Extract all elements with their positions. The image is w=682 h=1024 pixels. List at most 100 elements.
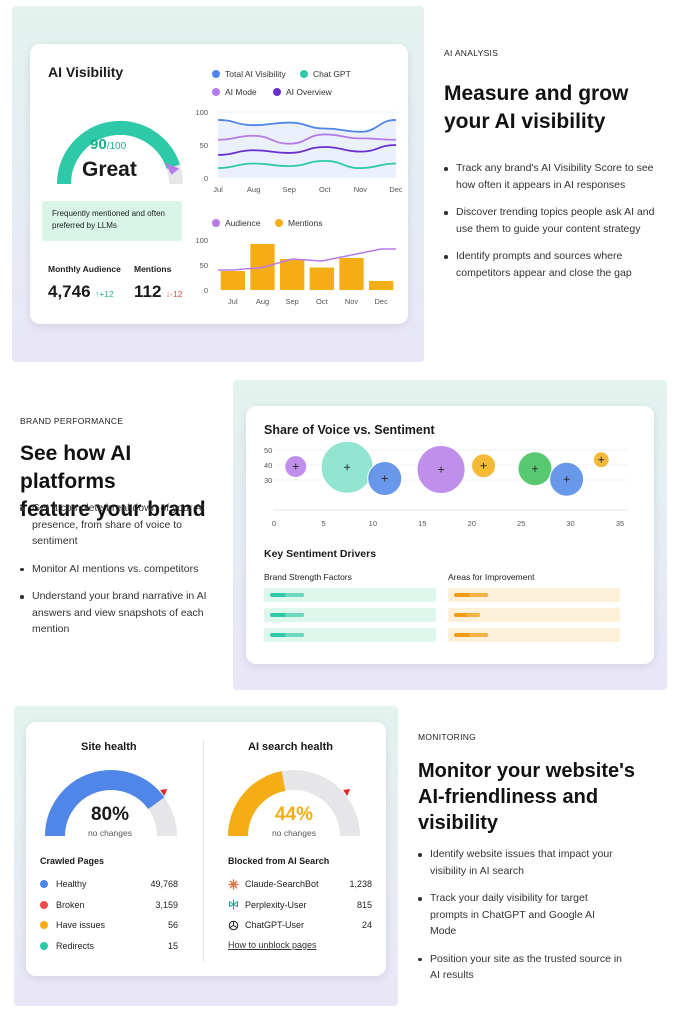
bubble-center-mark [344, 464, 351, 471]
card-title: AI Visibility [48, 64, 124, 80]
feature-item: Track any brand's AI Visibility Score to… [444, 160, 664, 193]
legend-audience: Audience [212, 218, 260, 228]
bar [369, 281, 394, 290]
monthly-audience-label: Monthly Audience [48, 264, 121, 274]
x-tick-label: Sep [285, 297, 298, 306]
mentions-label: Mentions [134, 264, 172, 274]
driver-row [264, 628, 436, 642]
section-kicker: MONITORING [418, 732, 477, 742]
driver-row [264, 608, 436, 622]
x-tick-label: Jul [213, 185, 223, 194]
visibility-gauge [56, 120, 183, 185]
blocked-value: 815 [356, 899, 372, 910]
driver-row [264, 588, 436, 602]
site-health-sub: no changes [88, 828, 132, 838]
x-tick-label: Oct [316, 297, 329, 306]
crawled-row-redirects: Redirects 15 [40, 940, 178, 952]
y-tick-label: 50 [264, 446, 272, 455]
headline-line: your AI visibility [444, 110, 606, 133]
y-tick-label: 100 [195, 236, 208, 245]
x-tick-label: Nov [345, 297, 359, 306]
crawled-value: 56 [167, 920, 178, 930]
status-dot [40, 900, 48, 909]
gauge-fill [45, 770, 165, 837]
legend-dot [212, 219, 220, 227]
site-health-title: Site health [81, 741, 137, 753]
blocked-label: ChatGPT-User [245, 920, 305, 930]
blocked-value: 24 [361, 920, 372, 930]
crawled-label: Redirects [56, 940, 95, 951]
driver-row [448, 628, 620, 642]
site-health-gauge [45, 770, 177, 837]
audience-mentions-bar-chart: 100 50 0 Jul Aug Sep Oct Nov Dec [195, 236, 396, 306]
driver-bar-secondary [469, 593, 489, 597]
unblock-pages-link[interactable]: How to unblock pages [228, 940, 317, 950]
mentions-delta: ↓-12 [165, 289, 183, 299]
x-tick-label: 25 [517, 519, 525, 528]
gauge-fill [56, 120, 180, 185]
blocked-row-chatgpt-user: ChatGPT-User 24 [228, 919, 372, 931]
series-line [217, 119, 397, 133]
site-health-percent: 80% [90, 804, 130, 825]
section-headline: Monitor your website's AI-friendliness a… [418, 758, 668, 836]
feature-list: Identify website issues that impact your… [418, 846, 623, 995]
driver-bar-secondary [465, 613, 480, 617]
legend-ai-overview: AI Overview [273, 87, 332, 97]
crawled-label: Healthy [56, 879, 87, 889]
crawled-row-healthy: Healthy 49,768 [40, 878, 178, 890]
x-tick-label: 15 [418, 519, 426, 528]
x-tick-label: Dec [389, 185, 402, 194]
driver-bar-secondary [469, 633, 489, 637]
feature-list: Track any brand's AI Visibility Score to… [444, 160, 664, 292]
x-tick-label: 5 [321, 519, 325, 528]
improve-label: Areas for Improvement [448, 572, 535, 582]
share-of-voice-card: Share of Voice vs. Sentiment 50 40 30 0 5 10 1… [246, 406, 654, 664]
x-tick-label: Jul [228, 297, 238, 306]
crawled-row-have-issues: Have issues 56 [40, 919, 178, 931]
x-tick-label: Aug [256, 297, 269, 306]
score-readout: 90/100 [90, 136, 126, 153]
blocked-row-claude-searchbot: Claude-SearchBot 1,238 [228, 878, 372, 890]
perplexity-icon [228, 899, 239, 910]
feature-item: Identify website issues that impact your… [418, 846, 623, 879]
feature-item: Get a complete breakdown of your AI pres… [20, 500, 215, 550]
bar [280, 259, 305, 290]
bubble-center-mark [480, 462, 487, 469]
headline-line: AI-friendliness and [418, 786, 599, 808]
headline-line: Monitor your website's [418, 760, 636, 782]
legend-label: Chat GPT [313, 69, 351, 79]
headline-line: Measure and grow [444, 82, 629, 105]
series-line [217, 133, 397, 145]
legend-dot [212, 70, 220, 78]
mentions-value: 112 [134, 282, 162, 301]
bubble-center-mark [292, 463, 299, 470]
bubble-center-mark [598, 456, 605, 463]
feature-item: Track your daily visibility for target p… [418, 890, 623, 940]
x-tick-label: Sep [283, 185, 296, 194]
x-tick-label: 35 [616, 519, 624, 528]
health-card: Site health AI search health 80% no chan… [26, 722, 386, 976]
feature-item: Position your site as the trusted source… [418, 951, 623, 984]
series-line [217, 144, 397, 156]
x-tick-label: 20 [468, 519, 476, 528]
legend-label: Audience [225, 218, 261, 228]
gauge-indicator [343, 789, 351, 797]
x-tick-label: 30 [566, 519, 574, 528]
chart-title: Share of Voice vs. Sentiment [264, 423, 435, 437]
bar [339, 258, 364, 290]
crawled-value: 3,159 [155, 899, 178, 910]
ai-search-health-gauge [228, 770, 360, 837]
crawled-value: 15 [167, 940, 178, 951]
y-tick-label: 40 [264, 461, 272, 470]
monthly-audience-value: 4,746 [48, 282, 91, 301]
share-of-voice-bubble-chart: 50 40 30 0 5 10 15 20 25 30 35 [264, 442, 628, 528]
driver-row [448, 588, 620, 602]
feature-item: Understand your brand narrative in AI an… [20, 588, 215, 638]
bubble-center-mark [381, 475, 388, 482]
monthly-audience: 4,746 ↑+12 [48, 282, 114, 302]
blocked-value: 1,238 [349, 879, 372, 889]
headline-line: feature your brand [20, 498, 206, 521]
driver-bar-secondary [285, 613, 305, 617]
ai-search-health-title: AI search health [248, 741, 333, 753]
area-fill [218, 119, 396, 178]
